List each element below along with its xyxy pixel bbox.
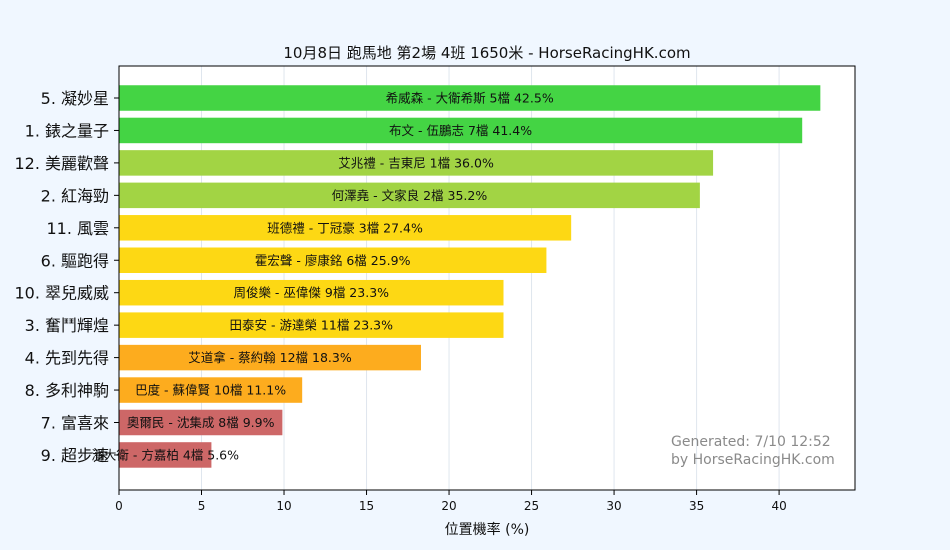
category-label: 3. 奮鬥輝煌 (25, 316, 109, 335)
plot-area: 5. 凝妙星 希威森 - 大衛希斯 5檔 42.5% 1. 錶之量子 布文 - 伍鵬志… (14, 65, 856, 513)
bar-label: 班德禮 - 丁冠豪 3檔 27.4% (267, 220, 423, 235)
bar-label: 田泰安 - 游達榮 11檔 23.3% (229, 318, 393, 333)
bar (119, 215, 572, 241)
category-label: 5. 凝妙星 (41, 89, 109, 108)
watermark-line-2: by HorseRacingHK.com (671, 452, 835, 468)
bar (119, 279, 504, 306)
x-tick-label: 5 (198, 499, 206, 513)
category-label: 11. 風雲 (46, 219, 109, 238)
bar (119, 409, 283, 436)
category-label: 6. 驅跑得 (41, 251, 109, 270)
bar-label: 布文 - 伍鵬志 7檔 41.4% (389, 123, 532, 138)
bar-label: 潘大衛 - 方嘉柏 4檔 5.6% (91, 447, 239, 462)
bar (119, 344, 421, 371)
category-label: 12. 美麗歡聲 (14, 154, 109, 173)
x-tick-label: 40 (771, 499, 786, 513)
category-label: 8. 多利神駒 (25, 381, 109, 400)
category-label: 10. 翠兒威威 (14, 284, 109, 303)
bar-label: 希威森 - 大衛希斯 5檔 42.5% (386, 91, 554, 106)
bar-label: 何澤堯 - 文家良 2檔 35.2% (332, 188, 488, 203)
category-label: 7. 富喜來 (41, 414, 109, 433)
bar (119, 117, 803, 144)
bar-label: 奧爾民 - 沈集成 8檔 9.9% (127, 415, 275, 430)
bar-label: 艾兆禮 - 吉東尼 1檔 36.0% (338, 155, 494, 170)
category-label: 4. 先到先得 (25, 349, 109, 368)
bar-label: 周俊樂 - 巫偉傑 9檔 23.3% (233, 285, 389, 300)
x-tick-label: 10 (276, 499, 291, 513)
bar-label: 巴度 - 蘇偉賢 10檔 11.1% (135, 383, 286, 398)
bar (119, 182, 700, 209)
x-axis-label: 位置機率 (%) (445, 521, 530, 538)
bar (119, 377, 303, 403)
category-label: 2. 紅海勁 (41, 186, 109, 205)
bar (119, 150, 714, 176)
chart-title: 10月8日 跑馬地 第2場 4班 1650米 - HorseRacingHK.c… (283, 44, 690, 62)
x-tick-label: 25 (524, 499, 539, 513)
category-label: 1. 錶之量子 (25, 121, 109, 140)
bar-label: 霍宏聲 - 廖康銘 6檔 25.9% (255, 253, 411, 268)
x-tick-label: 35 (689, 499, 704, 513)
bar (119, 312, 504, 338)
x-tick-label: 30 (606, 499, 621, 513)
bar (119, 442, 212, 468)
bar-label: 艾道拿 - 蔡約翰 12檔 18.3% (188, 350, 352, 365)
plot-frame (118, 65, 856, 491)
x-tick-label: 15 (359, 499, 374, 513)
watermark-line-1: Generated: 7/10 12:52 (671, 434, 831, 450)
category-label: 9. 超步速 (41, 446, 109, 465)
bar (119, 85, 821, 111)
x-tick-label: 20 (441, 499, 456, 513)
bar (119, 247, 547, 273)
x-tick-label: 0 (115, 499, 123, 513)
